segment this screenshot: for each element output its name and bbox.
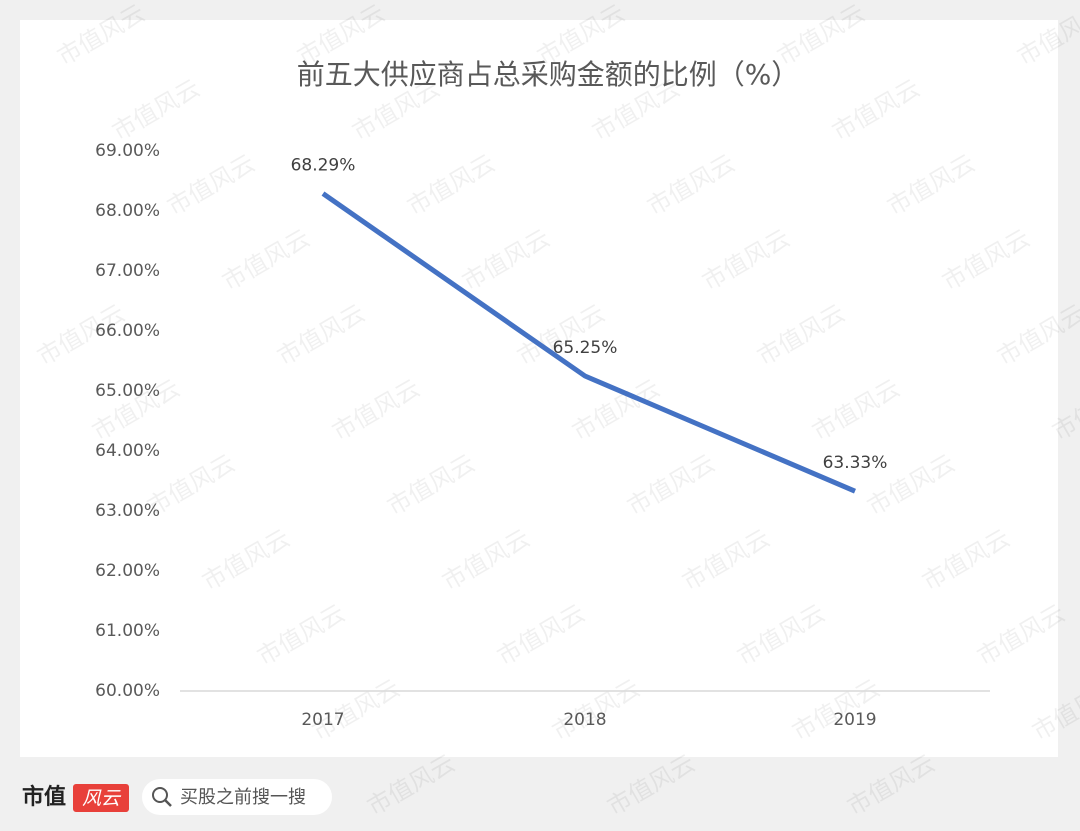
- plot: 60.00% 61.00% 62.00% 63.00% 64.00% 65.00% 66.0…: [95, 141, 887, 730]
- y-tick-label: 64.00%: [95, 441, 160, 461]
- search-icon-handle: [164, 799, 172, 807]
- search-icon: [152, 787, 168, 803]
- y-tick-label: 62.00%: [95, 561, 160, 581]
- search-text[interactable]: 买股之前搜一搜: [180, 787, 306, 808]
- brand-logo-box: [73, 784, 129, 812]
- x-tick-label: 2017: [301, 710, 344, 730]
- y-tick-label: 68.00%: [95, 201, 160, 221]
- x-tick-label: 2019: [833, 710, 876, 730]
- chart-panel: [20, 20, 1058, 757]
- y-tick-label: 60.00%: [95, 681, 160, 701]
- chart-title: 前五大供应商占总采购金额的比例（%）: [297, 58, 800, 91]
- y-tick-label: 69.00%: [95, 141, 160, 161]
- data-label: 68.29%: [291, 156, 356, 176]
- brand: 市值: [22, 784, 66, 810]
- y-tick-label: 66.00%: [95, 321, 160, 341]
- y-tick-label: 61.00%: [95, 621, 160, 641]
- line: [321, 191, 856, 494]
- data-label: 65.25%: [553, 338, 618, 358]
- data-label: 63.33%: [823, 453, 888, 473]
- x-tick-label: 2018: [563, 710, 606, 730]
- search-box[interactable]: [142, 779, 332, 815]
- brand-logo: 风云: [82, 788, 122, 810]
- y-tick-label: 67.00%: [95, 261, 160, 281]
- y-tick-label: 65.00%: [95, 381, 160, 401]
- y-tick-label: 63.00%: [95, 501, 160, 521]
